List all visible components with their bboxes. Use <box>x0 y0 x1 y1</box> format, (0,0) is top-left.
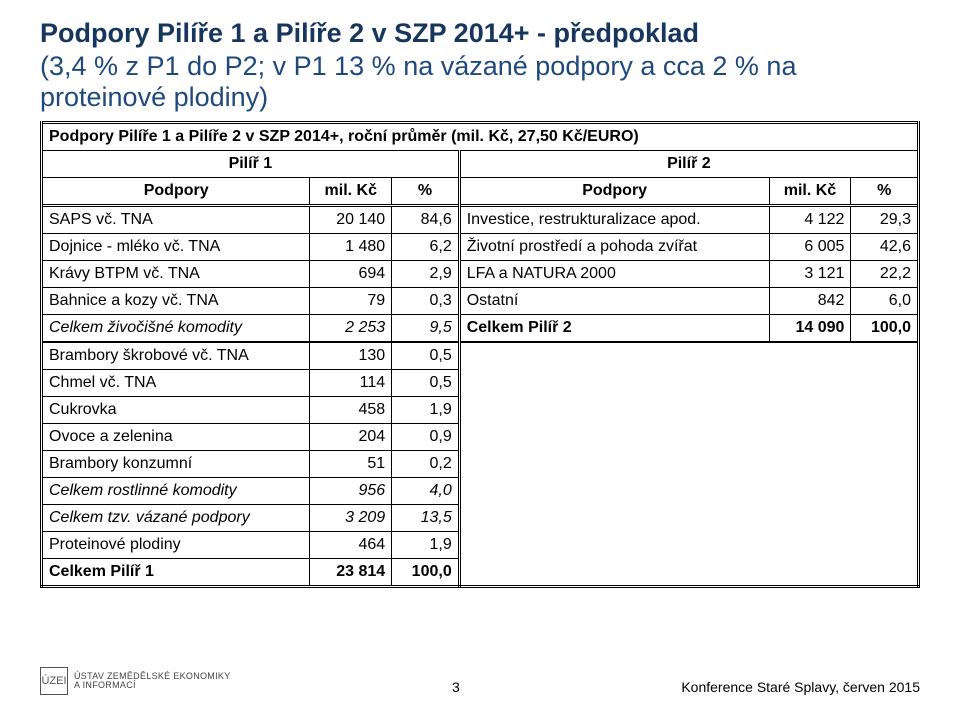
p1-pct: 0,5 <box>392 342 460 370</box>
col-pillar2: Pilíř 2 <box>459 151 918 178</box>
p1-val: 1 480 <box>310 234 392 261</box>
p2-label: LFA a NATURA 2000 <box>459 261 769 288</box>
page-subtitle: (3,4 % z P1 do P2; v P1 13 % na vázané p… <box>40 51 920 113</box>
p1-label: Ovoce a zelenina <box>42 424 310 451</box>
p1-pct: 0,9 <box>392 424 460 451</box>
empty-block <box>459 342 918 587</box>
p2-pct: 6,0 <box>851 288 919 315</box>
p2-val: 14 090 <box>769 315 851 343</box>
p1-pct: 100,0 <box>392 559 460 587</box>
p1-val: 130 <box>310 342 392 370</box>
p2-val: 3 121 <box>769 261 851 288</box>
p1-label: SAPS vč. TNA <box>42 206 310 234</box>
p1-pct: 0,2 <box>392 451 460 478</box>
page-number: 3 <box>452 679 460 695</box>
p2-pct: 42,6 <box>851 234 919 261</box>
p1-val: 79 <box>310 288 392 315</box>
p2-val: 6 005 <box>769 234 851 261</box>
p1-pct: 2,9 <box>392 261 460 288</box>
p2-pct: 100,0 <box>851 315 919 343</box>
logo: ÚZEI ÚSTAV ZEMĚDĚLSKÉ EKONOMIKYA INFORMA… <box>40 667 231 695</box>
p1-val: 464 <box>310 532 392 559</box>
p1-val: 23 814 <box>310 559 392 587</box>
col-pct-1: % <box>392 178 460 206</box>
p2-label: Investice, restrukturalizace apod. <box>459 206 769 234</box>
p1-val: 956 <box>310 478 392 505</box>
p1-pct: 9,5 <box>392 315 460 343</box>
p1-val: 51 <box>310 451 392 478</box>
p1-pct: 1,9 <box>392 397 460 424</box>
p1-val: 114 <box>310 370 392 397</box>
p2-label: Životní prostředí a pohoda zvířat <box>459 234 769 261</box>
p1-val: 2 253 <box>310 315 392 343</box>
col-podpory-2: Podpory <box>459 178 769 206</box>
p1-label: Celkem živočišné komodity <box>42 315 310 343</box>
p2-label: Ostatní <box>459 288 769 315</box>
col-milkc-2: mil. Kč <box>769 178 851 206</box>
p1-pct: 6,2 <box>392 234 460 261</box>
p1-label: Bahnice a kozy vč. TNA <box>42 288 310 315</box>
conference-label: Konference Staré Splavy, červen 2015 <box>681 679 920 695</box>
col-milkc-1: mil. Kč <box>310 178 392 206</box>
p1-pct: 1,9 <box>392 532 460 559</box>
p1-label: Brambory škrobové vč. TNA <box>42 342 310 370</box>
footer: ÚZEI ÚSTAV ZEMĚDĚLSKÉ EKONOMIKYA INFORMA… <box>40 667 920 695</box>
p1-label: Celkem tzv. vázané podpory <box>42 505 310 532</box>
page-title: Podpory Pilíře 1 a Pilíře 2 v SZP 2014+ … <box>40 18 920 49</box>
logo-text: ÚSTAV ZEMĚDĚLSKÉ EKONOMIKYA INFORMACÍ <box>74 672 231 691</box>
p1-label: Dojnice - mléko vč. TNA <box>42 234 310 261</box>
p1-val: 204 <box>310 424 392 451</box>
p1-label: Krávy BTPM vč. TNA <box>42 261 310 288</box>
p1-val: 20 140 <box>310 206 392 234</box>
p1-label: Chmel vč. TNA <box>42 370 310 397</box>
p1-pct: 84,6 <box>392 206 460 234</box>
col-podpory-1: Podpory <box>42 178 310 206</box>
p1-val: 694 <box>310 261 392 288</box>
p1-val: 458 <box>310 397 392 424</box>
p2-pct: 29,3 <box>851 206 919 234</box>
p1-label: Brambory konzumní <box>42 451 310 478</box>
p1-val: 3 209 <box>310 505 392 532</box>
p2-label: Celkem Pilíř 2 <box>459 315 769 343</box>
support-table: Podpory Pilíře 1 a Pilíře 2 v SZP 2014+,… <box>40 121 920 588</box>
p1-pct: 4,0 <box>392 478 460 505</box>
logo-mark-icon: ÚZEI <box>40 667 68 695</box>
p1-label: Proteinové plodiny <box>42 532 310 559</box>
p1-label: Celkem rostlinné komodity <box>42 478 310 505</box>
col-pct-2: % <box>851 178 919 206</box>
p1-pct: 0,3 <box>392 288 460 315</box>
p2-val: 4 122 <box>769 206 851 234</box>
p2-val: 842 <box>769 288 851 315</box>
p1-label: Cukrovka <box>42 397 310 424</box>
p1-pct: 0,5 <box>392 370 460 397</box>
col-pillar1: Pilíř 1 <box>42 151 460 178</box>
table-caption: Podpory Pilíře 1 a Pilíře 2 v SZP 2014+,… <box>42 123 919 151</box>
p1-label: Celkem Pilíř 1 <box>42 559 310 587</box>
p2-pct: 22,2 <box>851 261 919 288</box>
p1-pct: 13,5 <box>392 505 460 532</box>
